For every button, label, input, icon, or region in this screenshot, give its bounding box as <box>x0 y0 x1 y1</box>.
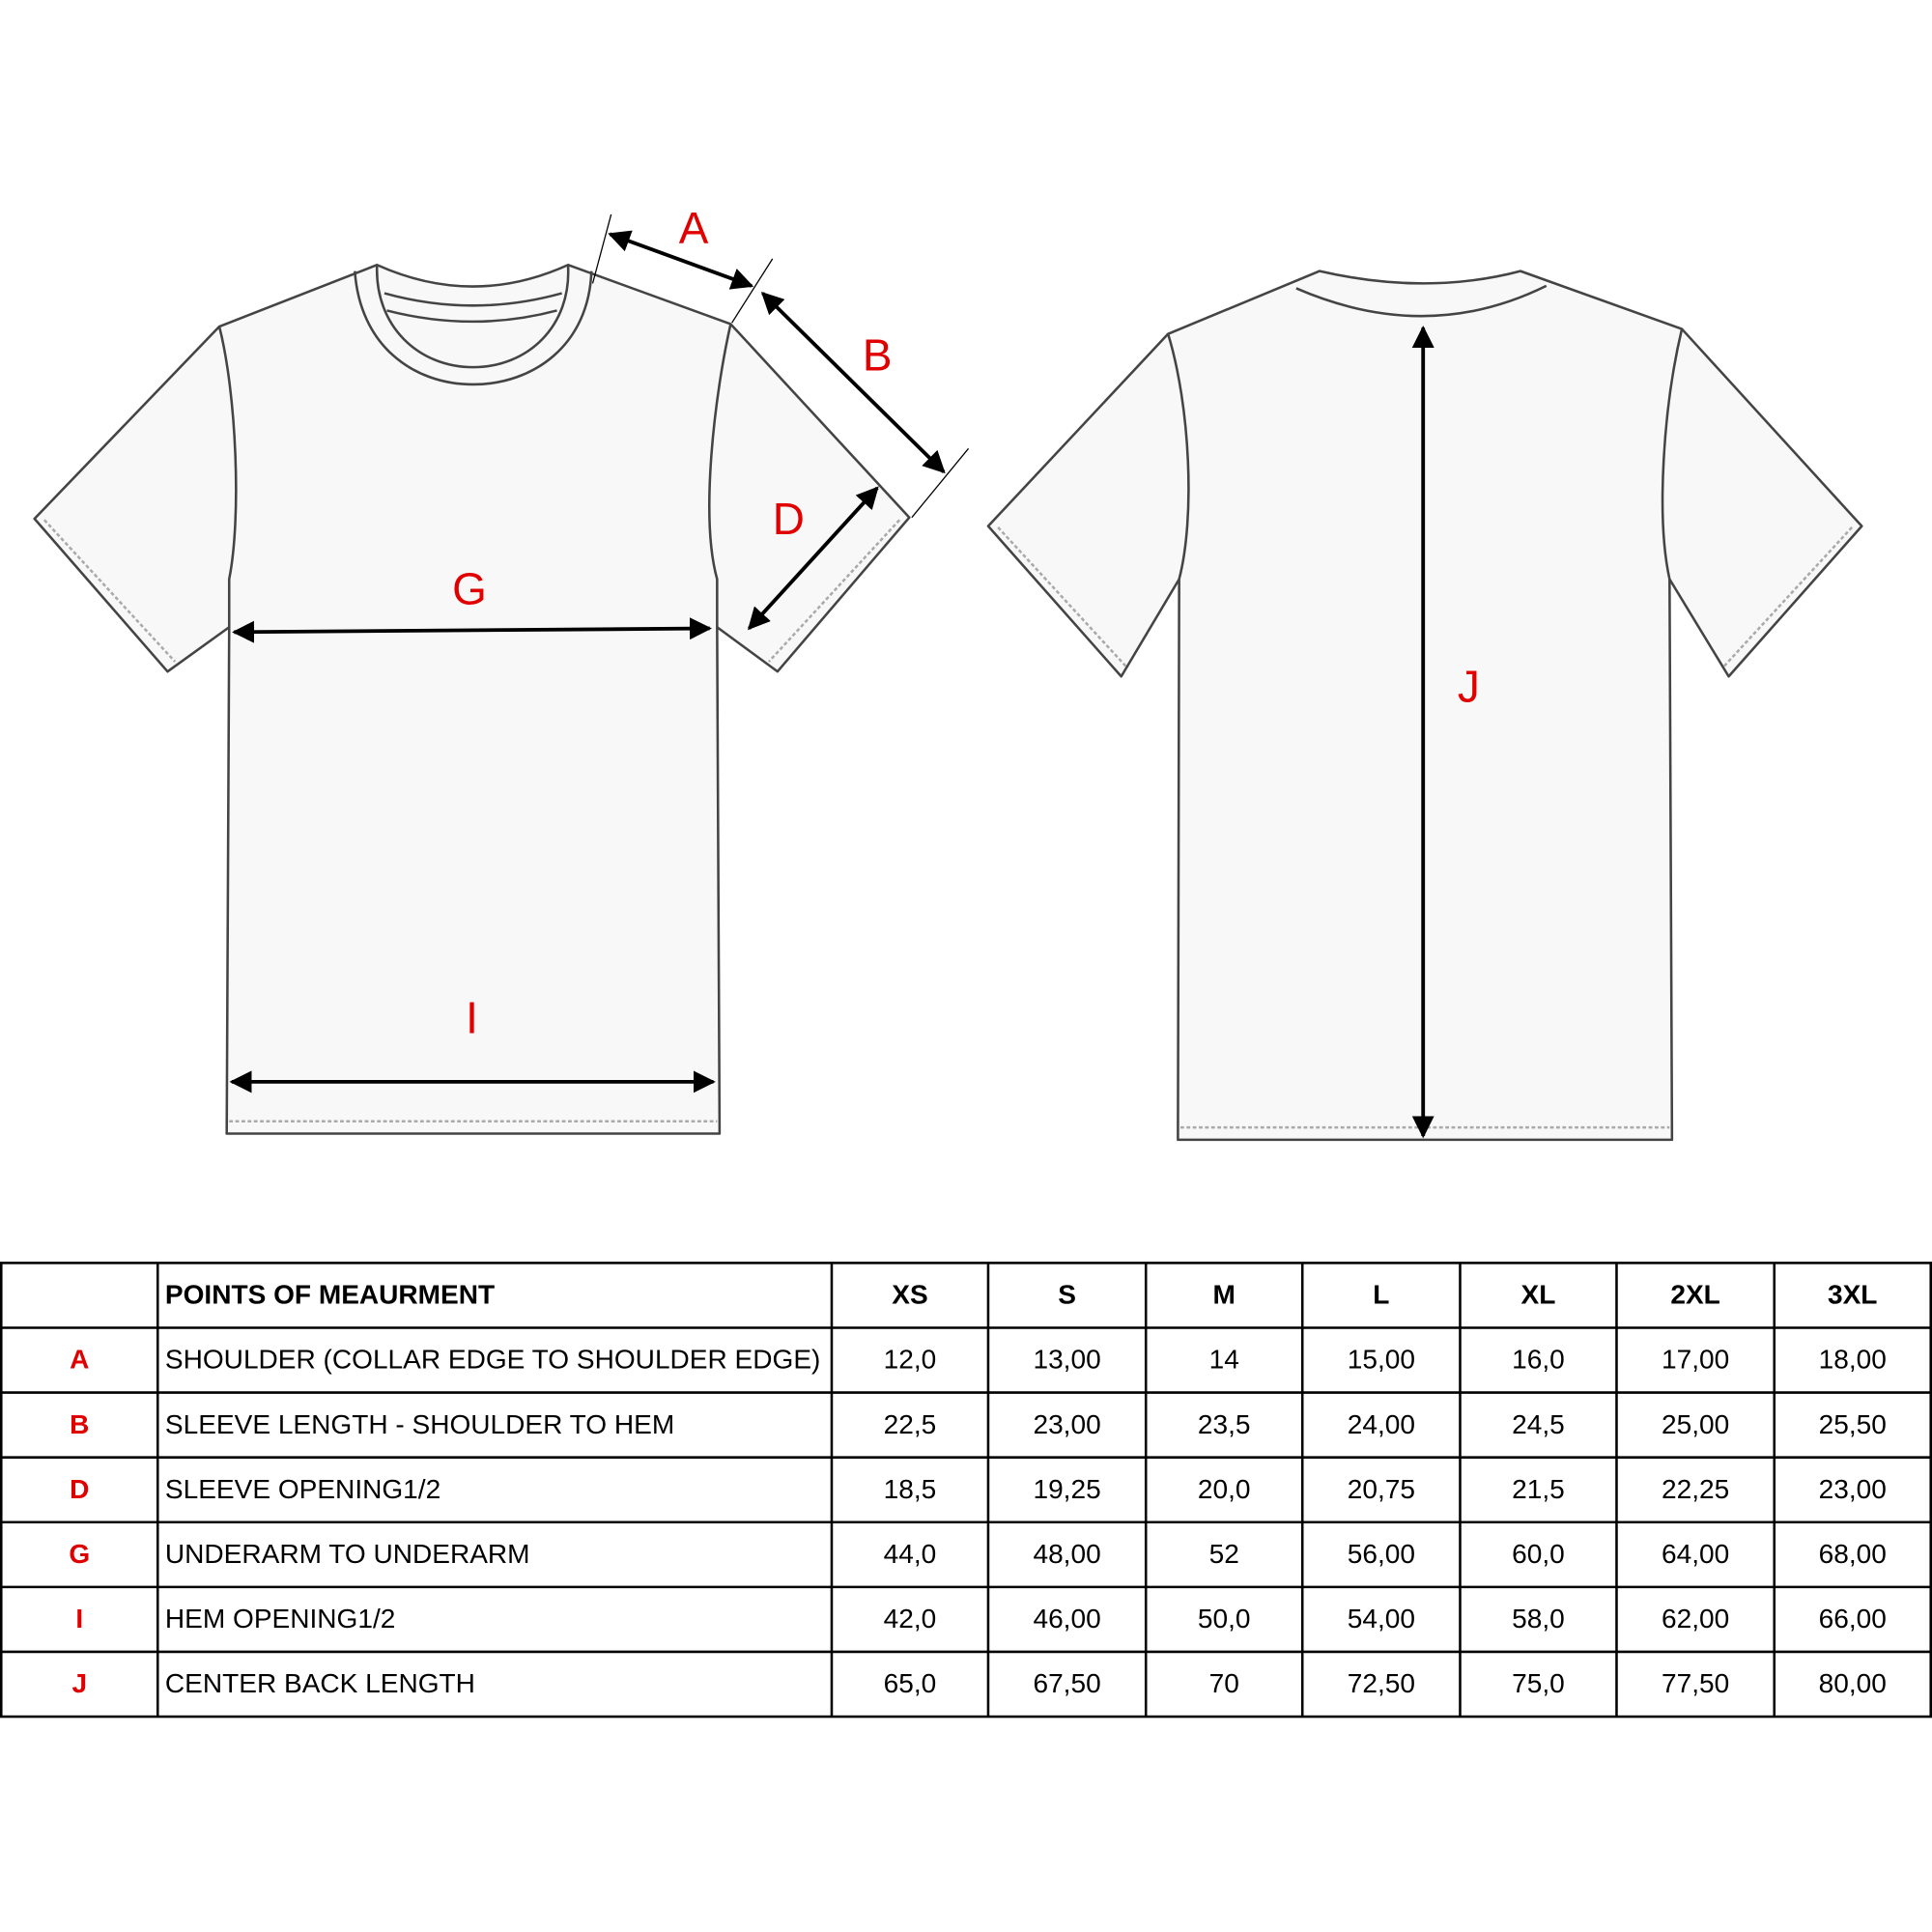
size-header: 2XL <box>1670 1280 1719 1310</box>
row-code: D <box>70 1474 89 1504</box>
size-value: 20,0 <box>1198 1474 1251 1504</box>
size-value: 16,0 <box>1512 1345 1565 1375</box>
size-value: 14 <box>1209 1345 1239 1375</box>
size-value: 18,5 <box>884 1474 937 1504</box>
size-value: 65,0 <box>884 1668 937 1698</box>
size-value: 62,00 <box>1662 1604 1729 1634</box>
size-value: 23,00 <box>1819 1474 1887 1504</box>
row-code: I <box>75 1604 83 1634</box>
size-value: 46,00 <box>1033 1604 1100 1634</box>
size-header: 3XL <box>1828 1280 1877 1310</box>
row-name: SLEEVE LENGTH - SHOULDER TO HEM <box>165 1409 674 1439</box>
row-name: HEM OPENING1/2 <box>165 1604 395 1634</box>
row-code: G <box>69 1539 90 1569</box>
row-code: B <box>70 1409 89 1439</box>
size-header: M <box>1213 1280 1236 1310</box>
size-value: 21,5 <box>1512 1474 1565 1504</box>
measure-label: I <box>466 993 478 1043</box>
row-name: CENTER BACK LENGTH <box>165 1668 475 1698</box>
size-value: 42,0 <box>884 1604 937 1634</box>
size-value: 15,00 <box>1348 1345 1415 1375</box>
size-value: 80,00 <box>1819 1668 1887 1698</box>
row-name: SHOULDER (COLLAR EDGE TO SHOULDER EDGE) <box>165 1345 820 1375</box>
size-value: 17,00 <box>1662 1345 1729 1375</box>
header-title: POINTS OF MEAURMENT <box>165 1280 495 1310</box>
row-name: SLEEVE OPENING1/2 <box>165 1474 440 1504</box>
measure-label: B <box>863 329 893 380</box>
back-shirt <box>986 270 1863 1142</box>
measure-label: G <box>452 564 487 614</box>
size-value: 44,0 <box>884 1539 937 1569</box>
size-value: 48,00 <box>1033 1539 1100 1569</box>
size-value: 50,0 <box>1198 1604 1251 1634</box>
size-header: S <box>1058 1280 1076 1310</box>
size-value: 22,5 <box>884 1409 937 1439</box>
diagram-labels: A B D G I J <box>452 203 1480 1043</box>
size-value: 20,75 <box>1348 1474 1415 1504</box>
size-value: 72,50 <box>1348 1668 1415 1698</box>
measure-label: A <box>679 203 709 253</box>
size-value: 54,00 <box>1348 1604 1415 1634</box>
size-value: 24,5 <box>1512 1409 1565 1439</box>
row-name: UNDERARM TO UNDERARM <box>165 1539 530 1569</box>
size-value: 52 <box>1209 1539 1239 1569</box>
size-value: 64,00 <box>1662 1539 1729 1569</box>
size-value: 12,0 <box>884 1345 937 1375</box>
size-value: 67,50 <box>1033 1668 1100 1698</box>
size-value: 66,00 <box>1819 1604 1887 1634</box>
size-value: 70 <box>1209 1668 1239 1698</box>
size-value: 23,5 <box>1198 1409 1251 1439</box>
row-code: J <box>71 1668 87 1698</box>
size-value: 56,00 <box>1348 1539 1415 1569</box>
size-value: 18,00 <box>1819 1345 1887 1375</box>
row-code: A <box>70 1345 89 1375</box>
size-value: 75,0 <box>1512 1668 1565 1698</box>
size-value: 25,50 <box>1819 1409 1887 1439</box>
size-value: 13,00 <box>1033 1345 1100 1375</box>
size-value: 68,00 <box>1819 1539 1887 1569</box>
size-header: XS <box>892 1280 927 1310</box>
size-value: 77,50 <box>1662 1668 1729 1698</box>
size-value: 60,0 <box>1512 1539 1565 1569</box>
size-value: 58,0 <box>1512 1604 1565 1634</box>
size-table: POINTS OF MEAURMENT XS S M L XL 2XL 3XL A SHOULDE… <box>0 1262 1932 1719</box>
measure-label: J <box>1458 661 1480 711</box>
front-shirt <box>33 213 970 1135</box>
size-value: 25,00 <box>1662 1409 1729 1439</box>
size-value: 24,00 <box>1348 1409 1415 1439</box>
measure-label: D <box>773 494 805 544</box>
size-value: 19,25 <box>1033 1474 1100 1504</box>
size-header: L <box>1373 1280 1389 1310</box>
size-value: 22,25 <box>1662 1474 1729 1504</box>
table-frame <box>0 1262 1932 1719</box>
size-value: 23,00 <box>1033 1409 1100 1439</box>
size-header: XL <box>1521 1280 1556 1310</box>
